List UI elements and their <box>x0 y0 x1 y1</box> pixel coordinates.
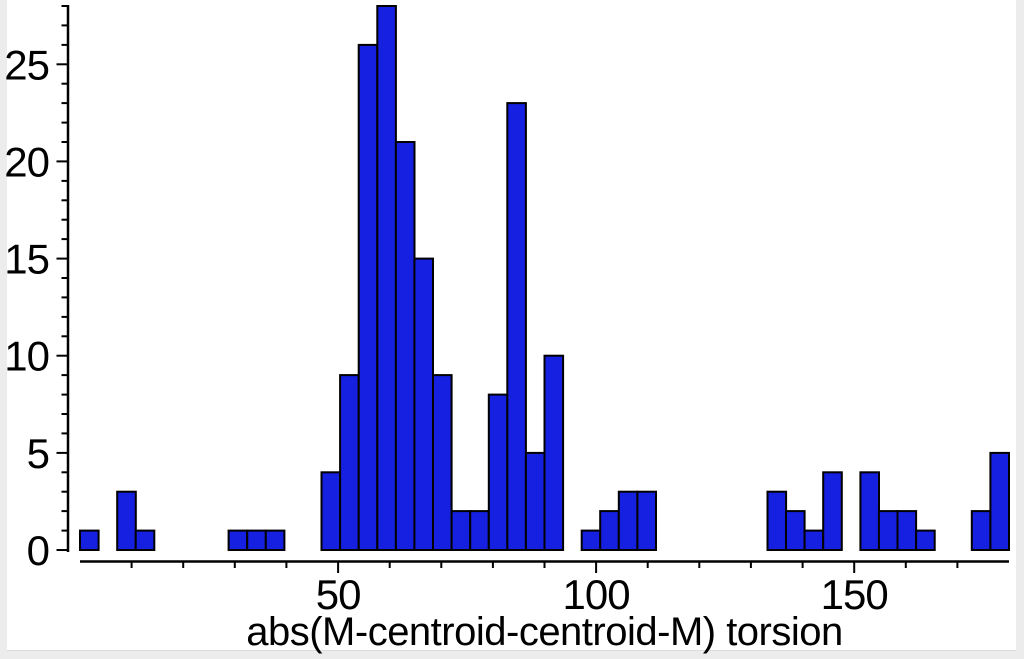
x-tick-label: 100 <box>563 571 630 618</box>
histogram-bar <box>859 471 881 551</box>
histogram-bar <box>339 374 360 551</box>
histogram-bar <box>803 529 825 551</box>
histogram-bar <box>376 5 397 551</box>
histogram-bar <box>320 471 342 551</box>
histogram-bar <box>506 102 527 551</box>
histogram-bar <box>877 510 899 552</box>
histogram-bar <box>636 490 658 552</box>
histogram-bar <box>617 490 639 552</box>
x-axis-label: abs(M-centroid-centroid-M) torsion <box>246 610 843 654</box>
histogram-bar <box>413 257 434 551</box>
histogram-bar <box>450 510 472 552</box>
histogram-bar <box>357 43 379 552</box>
histogram-bar <box>543 354 565 552</box>
x-tick-label: 50 <box>316 571 361 618</box>
y-tick-label: 5 <box>27 430 49 477</box>
histogram-bar <box>822 471 843 551</box>
histogram-bar <box>394 141 416 551</box>
histogram-bar <box>227 529 249 551</box>
y-tick-label: 15 <box>4 236 49 283</box>
histogram-bar <box>469 510 490 552</box>
histogram-bar <box>246 529 267 551</box>
histogram-bar <box>989 451 1011 551</box>
histogram-bar <box>785 510 806 552</box>
histogram-bar <box>134 529 156 551</box>
y-tick-label: 10 <box>4 333 49 380</box>
y-tick-label: 20 <box>4 138 49 185</box>
histogram-bar <box>915 529 936 551</box>
histogram-bar <box>116 490 137 552</box>
y-tick-label: 0 <box>27 527 49 574</box>
histogram-bar <box>432 374 453 551</box>
histogram-bar <box>970 510 992 552</box>
y-tick-label: 25 <box>4 41 49 88</box>
histogram-bar <box>766 490 788 552</box>
histogram-bar <box>524 451 546 551</box>
histogram-bar <box>264 529 286 551</box>
histogram-bar <box>79 529 100 551</box>
x-tick-label: 150 <box>821 571 888 618</box>
plot-area: 0 5 10 15 20 25 50 100 150 abs(M-centroid-centro… <box>4 0 1016 654</box>
histogram-bar <box>599 510 620 552</box>
histogram-bar <box>580 529 602 551</box>
histogram-bar <box>487 393 509 551</box>
histogram-bar <box>896 510 918 552</box>
